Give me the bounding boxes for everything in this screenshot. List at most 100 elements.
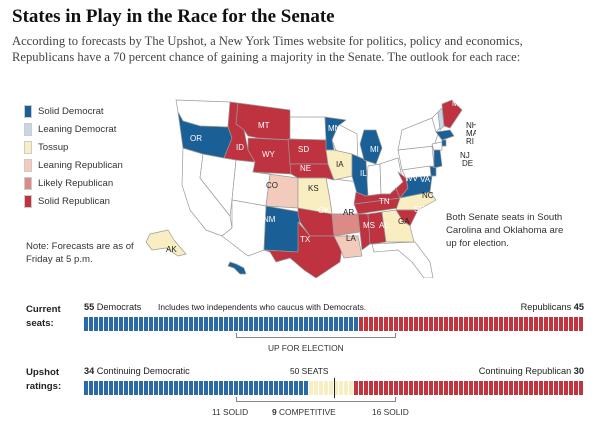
current-seat-rep: [484, 317, 489, 331]
current-seat-dem: [149, 317, 154, 331]
ratings-seat-rep-solid: [414, 381, 419, 395]
legend-item-likely-rep: Likely Republican: [24, 174, 123, 192]
ratings-seat-rep-solid: [429, 381, 434, 395]
current-seat-dem: [84, 317, 89, 331]
ratings-seat-rep-continuing: [484, 381, 489, 395]
state-label-sc: SC: [414, 205, 425, 214]
ratings-seat-dem-continuing: [239, 381, 244, 395]
current-seat-dem: [94, 317, 99, 331]
current-seat-rep: [569, 317, 574, 331]
state-label-sd: SD: [298, 145, 309, 154]
current-seat-rep: [454, 317, 459, 331]
ratings-seat-dem-continuing: [124, 381, 129, 395]
state-label-ga: GA: [398, 217, 410, 226]
sc-ok-callout: Both Senate seats in South Carolina and …: [446, 212, 564, 249]
state-shapes: [145, 99, 463, 278]
current-seat-rep: [379, 317, 384, 331]
current-seat-dem-up: [279, 317, 284, 331]
current-seat-dem: [119, 317, 124, 331]
legend-swatch: [24, 122, 32, 136]
state-label-me: ME: [452, 99, 464, 108]
upshot-ratings-label: Upshot ratings:: [26, 367, 62, 392]
ratings-seat-competitive: [334, 381, 339, 395]
ratings-seat-rep-continuing: [519, 381, 524, 395]
ratings-seat-rep-continuing: [499, 381, 504, 395]
current-seat-rep: [479, 317, 484, 331]
ratings-seat-dem-solid: [259, 381, 264, 395]
state-ma: [435, 129, 455, 141]
ratings-seat-rep-continuing: [514, 381, 519, 395]
map-legend: Solid Democrat Leaning Democrat Tossup L…: [24, 102, 123, 210]
legend-swatch: [24, 176, 32, 190]
current-seat-rep: [384, 317, 389, 331]
state-ri: [441, 139, 447, 147]
ratings-seat-dem-continuing: [114, 381, 119, 395]
current-seat-dem-up: [274, 317, 279, 331]
ratings-seat-dem-continuing: [84, 381, 89, 395]
ratings-seat-rep-continuing: [454, 381, 459, 395]
current-seat-dem-up: [254, 317, 259, 331]
ratings-bracket: [236, 397, 396, 402]
current-seat-dem-up: [189, 317, 194, 331]
current-seat-dem: [159, 317, 164, 331]
up-for-election-label: UP FOR ELECTION: [268, 343, 344, 353]
current-seat-rep: [574, 317, 579, 331]
current-seat-dem-up: [209, 317, 214, 331]
state-label-nm: NM: [263, 215, 276, 224]
ratings-seat-rep-continuing: [444, 381, 449, 395]
current-seat-rep: [429, 317, 434, 331]
current-seat-dem: [114, 317, 119, 331]
ratings-seat-dem-continuing: [104, 381, 109, 395]
ratings-seat-dem-continuing: [94, 381, 99, 395]
state-label-nc: NC: [422, 191, 434, 200]
current-seat-rep: [544, 317, 549, 331]
competitive-word: COMPETITIVE: [279, 407, 336, 417]
ratings-seat-competitive: [344, 381, 349, 395]
state-label-or: OR: [190, 134, 202, 143]
state-label-mn: MN: [328, 124, 341, 133]
ratings-seat-dem-continuing: [164, 381, 169, 395]
subtitle: According to forecasts by The Upshot, a …: [12, 34, 523, 64]
ratings-seat-dem-solid: [299, 381, 304, 395]
state-ny: [397, 117, 439, 151]
ratings-seat-dem-continuing: [244, 381, 249, 395]
current-seat-dem: [154, 317, 159, 331]
current-seat-dem-up: [339, 317, 344, 331]
current-seat-dem: [89, 317, 94, 331]
state-label-nh: NH: [466, 121, 476, 130]
legend-label: Tossup: [38, 141, 69, 153]
ratings-seat-dem-continuing: [199, 381, 204, 395]
current-seat-dem-up: [284, 317, 289, 331]
current-seat-dem-up: [354, 317, 359, 331]
ratings-seat-dem-continuing: [174, 381, 179, 395]
current-seat-rep: [464, 317, 469, 331]
current-seat-dem-up: [329, 317, 334, 331]
current-seat-rep: [504, 317, 509, 331]
current-seat-rep: [394, 317, 399, 331]
ratings-seat-dem-solid: [279, 381, 284, 395]
current-seat-dem: [129, 317, 134, 331]
ratings-seat-dem-continuing: [209, 381, 214, 395]
state-label-ne: NE: [300, 164, 311, 173]
state-label-ar: AR: [343, 208, 354, 217]
ratings-seat-dem-continuing: [224, 381, 229, 395]
state-label-tn: TN: [379, 197, 390, 206]
legend-item-solid-rep: Solid Republican: [24, 192, 123, 210]
ratings-seat-dem-solid: [304, 381, 309, 395]
current-seat-dem-up: [344, 317, 349, 331]
current-seat-rep: [364, 317, 369, 331]
current-seat-rep: [359, 317, 364, 331]
ratings-seat-rep-continuing: [544, 381, 549, 395]
current-dem-note: Includes two independents who caucus wit…: [158, 302, 367, 312]
state-mn: [324, 116, 347, 151]
state-label-tx: TX: [300, 235, 311, 244]
ratings-seat-rep-continuing: [539, 381, 544, 395]
ratings-seat-rep-solid: [379, 381, 384, 395]
ratings-seat-rep-solid: [419, 381, 424, 395]
current-seat-rep: [559, 317, 564, 331]
ratings-seat-dem-continuing: [179, 381, 184, 395]
ratings-seat-dem-continuing: [214, 381, 219, 395]
legend-swatch: [24, 194, 32, 208]
ratings-seat-rep-solid: [424, 381, 429, 395]
up-for-election-bracket: [236, 333, 396, 338]
